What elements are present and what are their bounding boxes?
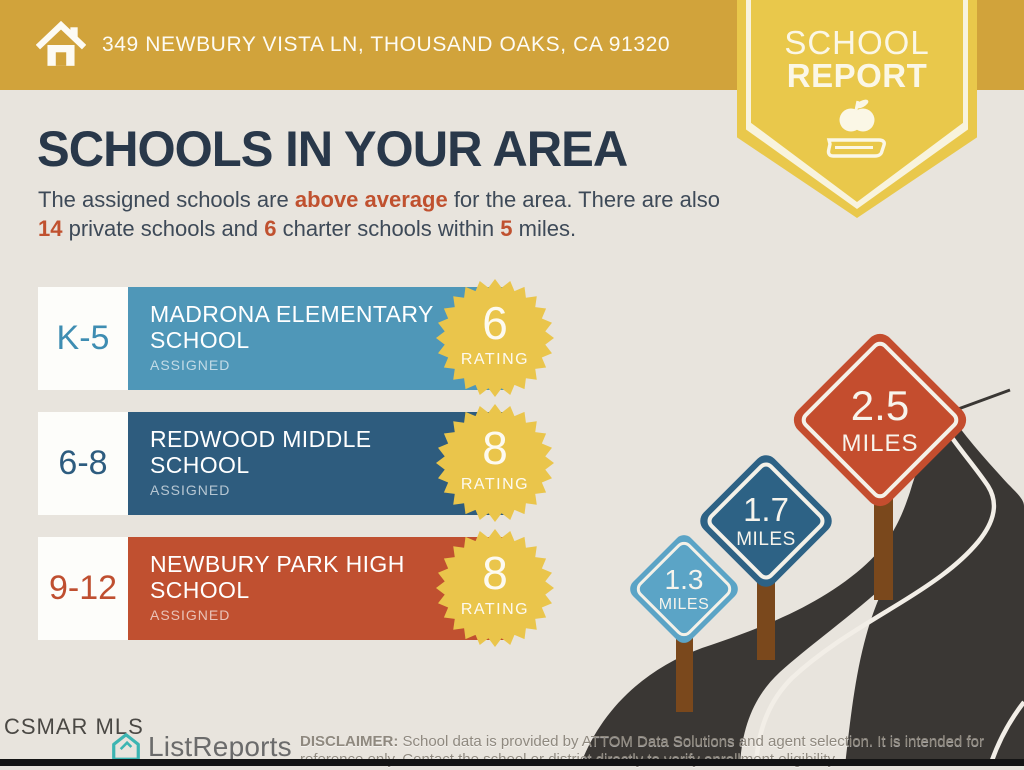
bottom-black-bar xyxy=(0,759,1024,766)
rating-badge: 8 RATING xyxy=(436,404,554,522)
home-icon xyxy=(36,20,86,66)
rating-value: 6 xyxy=(482,297,508,349)
school-name: MADRONA ELEMENTARY SCHOOL xyxy=(150,301,434,353)
school-row-middle: 6-8 REDWOOD MIDDLE SCHOOL ASSIGNED 8 RAT… xyxy=(38,412,568,515)
apple-book-icon xyxy=(826,99,886,158)
school-list: K-5 MADRONA ELEMENTARY SCHOOL ASSIGNED 6… xyxy=(38,287,568,662)
school-row-elementary: K-5 MADRONA ELEMENTARY SCHOOL ASSIGNED 6… xyxy=(38,287,568,390)
rating-value: 8 xyxy=(482,547,508,599)
assigned-badge: ASSIGNED xyxy=(150,606,231,623)
rating-value: 8 xyxy=(482,422,508,474)
listreports-house-icon xyxy=(112,733,140,761)
intro-highlight: 6 xyxy=(264,216,277,242)
listreports-logo: ListReports xyxy=(110,731,292,763)
rating-label: RATING xyxy=(460,601,530,618)
sign-unit: MILES xyxy=(736,529,796,550)
rating-label: RATING xyxy=(460,351,530,368)
school-row-high: 9-12 NEWBURY PARK HIGH SCHOOL ASSIGNED 8… xyxy=(38,537,568,640)
rating-label: RATING xyxy=(460,476,530,493)
ribbon-line2: REPORT xyxy=(786,57,928,94)
intro-seg: private schools and xyxy=(62,216,265,242)
grade-range: K-5 xyxy=(38,287,128,390)
intro-highlight: 14 xyxy=(38,216,63,242)
sign-text: 2.5 MILES xyxy=(815,355,945,485)
rating-badge: 6 RATING xyxy=(436,279,554,397)
sign-unit: MILES xyxy=(841,430,919,457)
sign-post xyxy=(874,480,893,600)
grade-range: 9-12 xyxy=(38,537,128,640)
intro-seg: charter schools within xyxy=(276,216,501,242)
brand-name: ListReports xyxy=(148,731,292,762)
intro-seg: miles. xyxy=(512,216,577,242)
assigned-badge: ASSIGNED xyxy=(150,481,231,498)
school-name: NEWBURY PARK HIGH SCHOOL xyxy=(150,551,405,603)
distance-sign-1.3-miles: 1.3 MILES xyxy=(626,531,742,647)
school-bar: MADRONA ELEMENTARY SCHOOL ASSIGNED xyxy=(128,287,504,390)
mls-watermark: CSMAR MLS xyxy=(4,714,144,739)
rating-badge: 8 RATING xyxy=(436,529,554,647)
intro-seg: for the area. There are also xyxy=(447,187,721,212)
sign-distance: 2.5 xyxy=(850,382,910,429)
intro-highlight: 5 xyxy=(500,216,513,242)
sign-distance: 1.7 xyxy=(743,491,789,528)
grade-range: 6-8 xyxy=(38,412,128,515)
assigned-badge: ASSIGNED xyxy=(150,356,231,373)
sign-unit: MILES xyxy=(658,596,710,613)
sign-text: 1.3 MILES xyxy=(643,548,725,630)
sign-post xyxy=(676,628,693,712)
school-name: REDWOOD MIDDLE SCHOOL xyxy=(150,426,372,478)
disclaimer-label: DISCLAIMER: xyxy=(300,733,399,750)
page-title: SCHOOLS IN YOUR AREA xyxy=(37,121,628,177)
intro-text: The assigned schools are above average f… xyxy=(38,185,728,244)
intro-seg: The assigned schools are xyxy=(38,187,295,212)
sign-text: 1.7 MILES xyxy=(716,471,816,571)
intro-highlight: above average xyxy=(294,187,448,212)
sign-distance: 1.3 xyxy=(664,564,704,595)
ribbon-line1: SCHOOL xyxy=(784,24,930,61)
property-address: 349 NEWBURY VISTA LN, THOUSAND OAKS, CA … xyxy=(102,33,671,56)
